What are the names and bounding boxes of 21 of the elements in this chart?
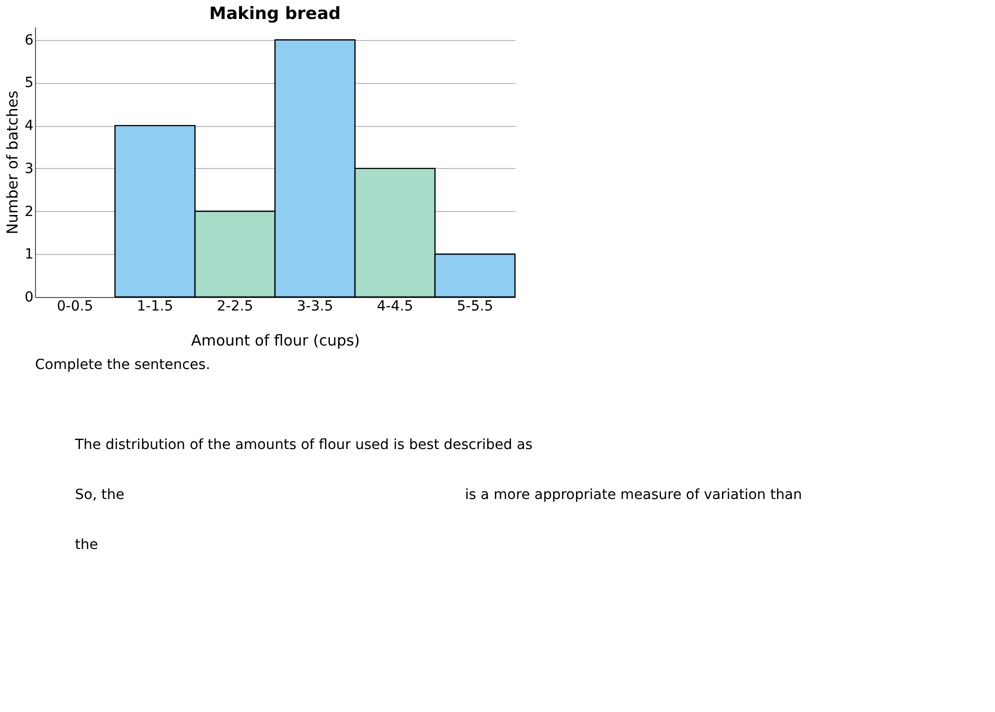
chart-title: Making bread: [209, 4, 341, 24]
x-tick-label: 4-4.5: [376, 298, 414, 314]
x-tick-label: 5-5.5: [456, 298, 494, 314]
x-tick-label: 3-3.5: [296, 298, 334, 314]
y-tick-label: 2: [24, 204, 34, 220]
x-tick-label: 1-1.5: [136, 298, 174, 314]
y-tick-label: 6: [24, 32, 34, 48]
y-tick-label: 3: [24, 160, 34, 177]
text: The distribution of the amounts of flour used is best described as: [74, 437, 533, 453]
y-axis-title: Number of batches: [4, 90, 22, 234]
y-tick-label: 4: [24, 118, 34, 134]
text: the: [75, 537, 98, 553]
y-tick-label: 5: [24, 75, 34, 92]
text: is a more appropriate measure of variation than: [465, 487, 802, 503]
text: Complete the sentences.: [35, 357, 210, 373]
text: So, the: [75, 487, 124, 503]
x-tick-label: 2-2.5: [216, 298, 254, 314]
y-tick-label: 1: [24, 246, 34, 263]
x-axis-title: Amount of flour (cups): [191, 332, 360, 350]
y-tick-label: 0: [24, 290, 34, 306]
x-tick-label: 0-0.5: [56, 298, 94, 314]
